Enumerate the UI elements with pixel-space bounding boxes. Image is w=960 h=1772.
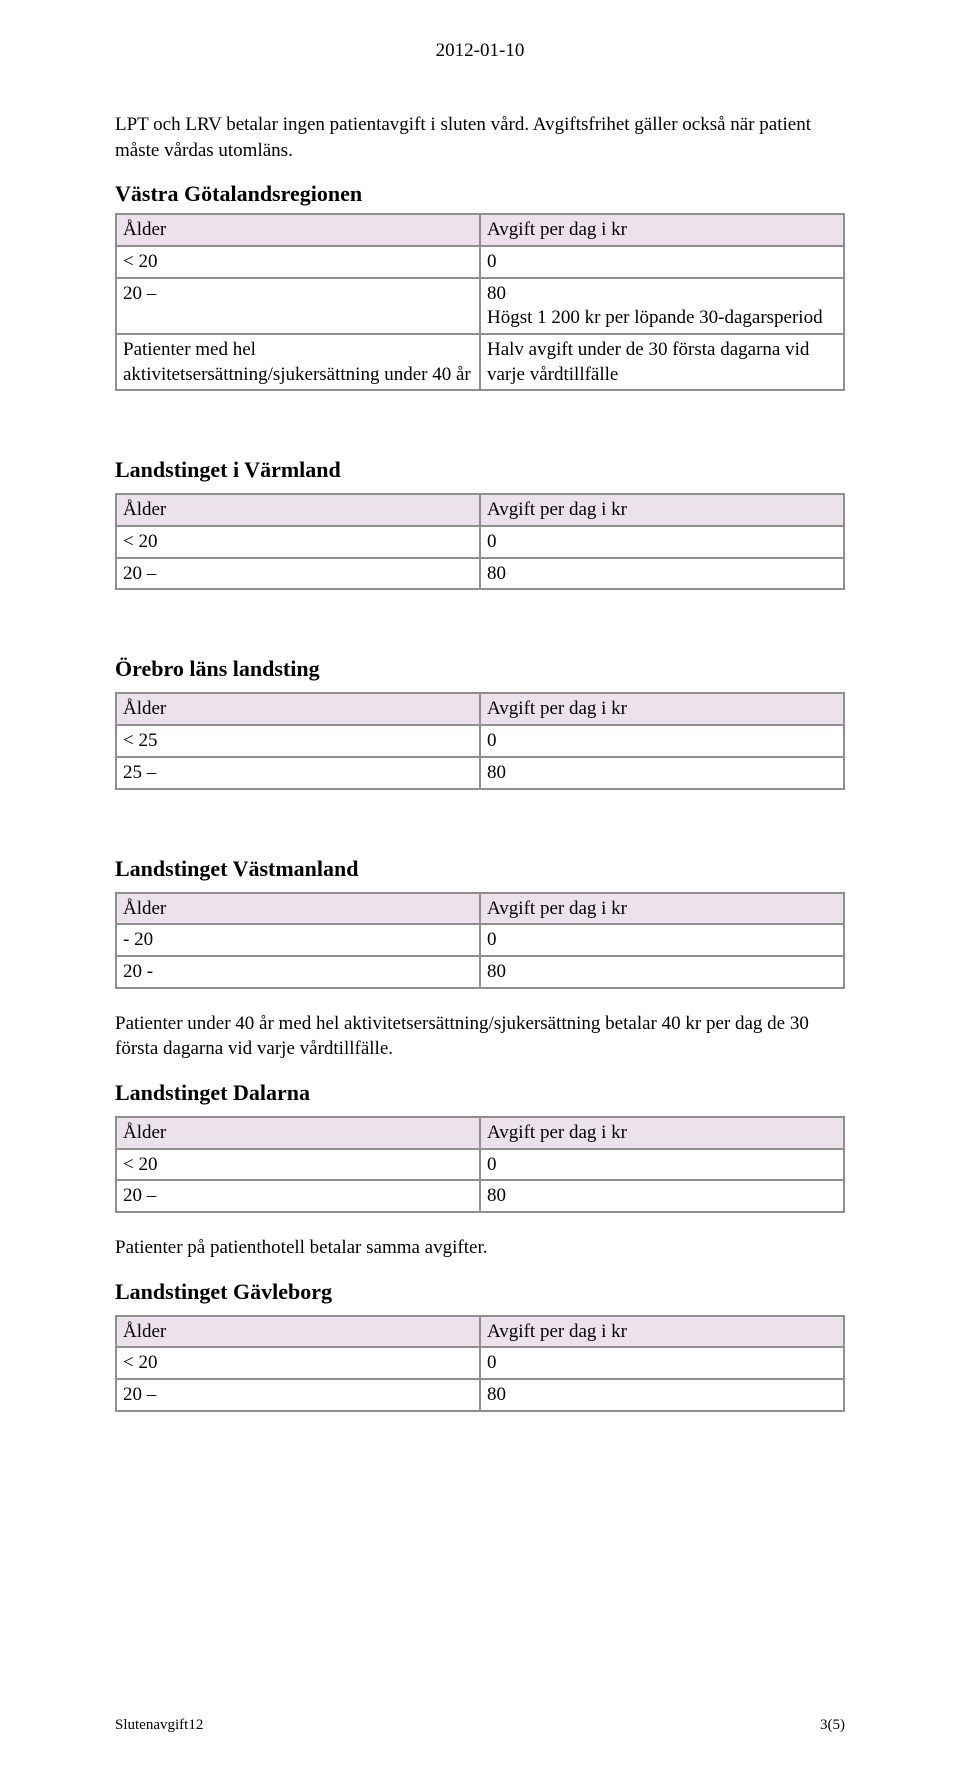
cell-fee: 80 — [480, 757, 844, 789]
table-header-left: Ålder — [116, 1117, 480, 1149]
cell-age: < 20 — [116, 246, 480, 278]
cell-age: Patienter med hel aktivitetsersättning/s… — [116, 334, 480, 390]
table-row: 20 – 80 — [116, 1180, 844, 1212]
section-title-dalarna: Landstinget Dalarna — [115, 1080, 845, 1106]
table-header-right: Avgift per dag i kr — [480, 494, 844, 526]
table-vastra: Ålder Avgift per dag i kr < 20 0 20 – 80… — [115, 213, 845, 391]
table-header-right: Avgift per dag i kr — [480, 893, 844, 925]
table-row: - 20 0 — [116, 924, 844, 956]
table-header-right: Avgift per dag i kr — [480, 214, 844, 246]
cell-age: < 20 — [116, 1347, 480, 1379]
cell-fee: 0 — [480, 526, 844, 558]
table-dalarna: Ålder Avgift per dag i kr < 20 0 20 – 80 — [115, 1116, 845, 1213]
section-title-vastra: Västra Götalandsregionen — [115, 181, 845, 207]
document-page: 2012-01-10 LPT och LRV betalar ingen pat… — [0, 0, 960, 1772]
cell-age: 20 – — [116, 1180, 480, 1212]
page-footer: Slutenavgift12 3(5) — [115, 1717, 845, 1734]
table-header-right: Avgift per dag i kr — [480, 693, 844, 725]
table-header-left: Ålder — [116, 1316, 480, 1348]
table-row: < 20 0 — [116, 1347, 844, 1379]
table-header-right: Avgift per dag i kr — [480, 1117, 844, 1149]
table-row: < 25 0 — [116, 725, 844, 757]
cell-age: < 25 — [116, 725, 480, 757]
section-title-varmland: Landstinget i Värmland — [115, 457, 845, 483]
vastmanland-note: Patienter under 40 år med hel aktivitets… — [115, 1011, 845, 1062]
cell-age: < 20 — [116, 526, 480, 558]
footer-doc-id: Slutenavgift12 — [115, 1717, 203, 1734]
table-header-left: Ålder — [116, 494, 480, 526]
cell-fee: 80Högst 1 200 kr per löpande 30-dagarspe… — [480, 278, 844, 334]
table-orebro: Ålder Avgift per dag i kr < 25 0 25 – 80 — [115, 692, 845, 789]
cell-age: 20 - — [116, 956, 480, 988]
dalarna-note: Patienter på patienthotell betalar samma… — [115, 1235, 845, 1261]
cell-fee: 0 — [480, 924, 844, 956]
table-row: 20 – 80Högst 1 200 kr per löpande 30-dag… — [116, 278, 844, 334]
cell-age: < 20 — [116, 1149, 480, 1181]
page-date: 2012-01-10 — [115, 40, 845, 62]
table-header-left: Ålder — [116, 893, 480, 925]
table-gavleborg: Ålder Avgift per dag i kr < 20 0 20 – 80 — [115, 1315, 845, 1412]
table-header-right: Avgift per dag i kr — [480, 1316, 844, 1348]
cell-fee: 0 — [480, 725, 844, 757]
cell-fee: 0 — [480, 1347, 844, 1379]
cell-age: 20 – — [116, 558, 480, 590]
table-row: Patienter med hel aktivitetsersättning/s… — [116, 334, 844, 390]
footer-page-number: 3(5) — [820, 1717, 845, 1734]
table-header-left: Ålder — [116, 693, 480, 725]
table-row: 20 – 80 — [116, 558, 844, 590]
section-title-gavleborg: Landstinget Gävleborg — [115, 1279, 845, 1305]
cell-fee: 0 — [480, 246, 844, 278]
cell-age: - 20 — [116, 924, 480, 956]
section-title-orebro: Örebro läns landsting — [115, 656, 845, 682]
table-row: < 20 0 — [116, 1149, 844, 1181]
table-varmland: Ålder Avgift per dag i kr < 20 0 20 – 80 — [115, 493, 845, 590]
table-vastmanland: Ålder Avgift per dag i kr - 20 0 20 - 80 — [115, 892, 845, 989]
cell-age: 25 – — [116, 757, 480, 789]
table-row: 20 - 80 — [116, 956, 844, 988]
cell-fee: 80 — [480, 1180, 844, 1212]
intro-paragraph: LPT och LRV betalar ingen patientavgift … — [115, 112, 845, 163]
cell-fee: 80 — [480, 956, 844, 988]
cell-age: 20 – — [116, 1379, 480, 1411]
table-row: < 20 0 — [116, 526, 844, 558]
table-row: 20 – 80 — [116, 1379, 844, 1411]
table-row: < 20 0 — [116, 246, 844, 278]
table-row: 25 – 80 — [116, 757, 844, 789]
section-title-vastmanland: Landstinget Västmanland — [115, 856, 845, 882]
cell-fee: Halv avgift under de 30 första dagarna v… — [480, 334, 844, 390]
cell-fee: 80 — [480, 558, 844, 590]
cell-fee: 80 — [480, 1379, 844, 1411]
cell-age: 20 – — [116, 278, 480, 334]
cell-fee: 0 — [480, 1149, 844, 1181]
table-header-left: Ålder — [116, 214, 480, 246]
